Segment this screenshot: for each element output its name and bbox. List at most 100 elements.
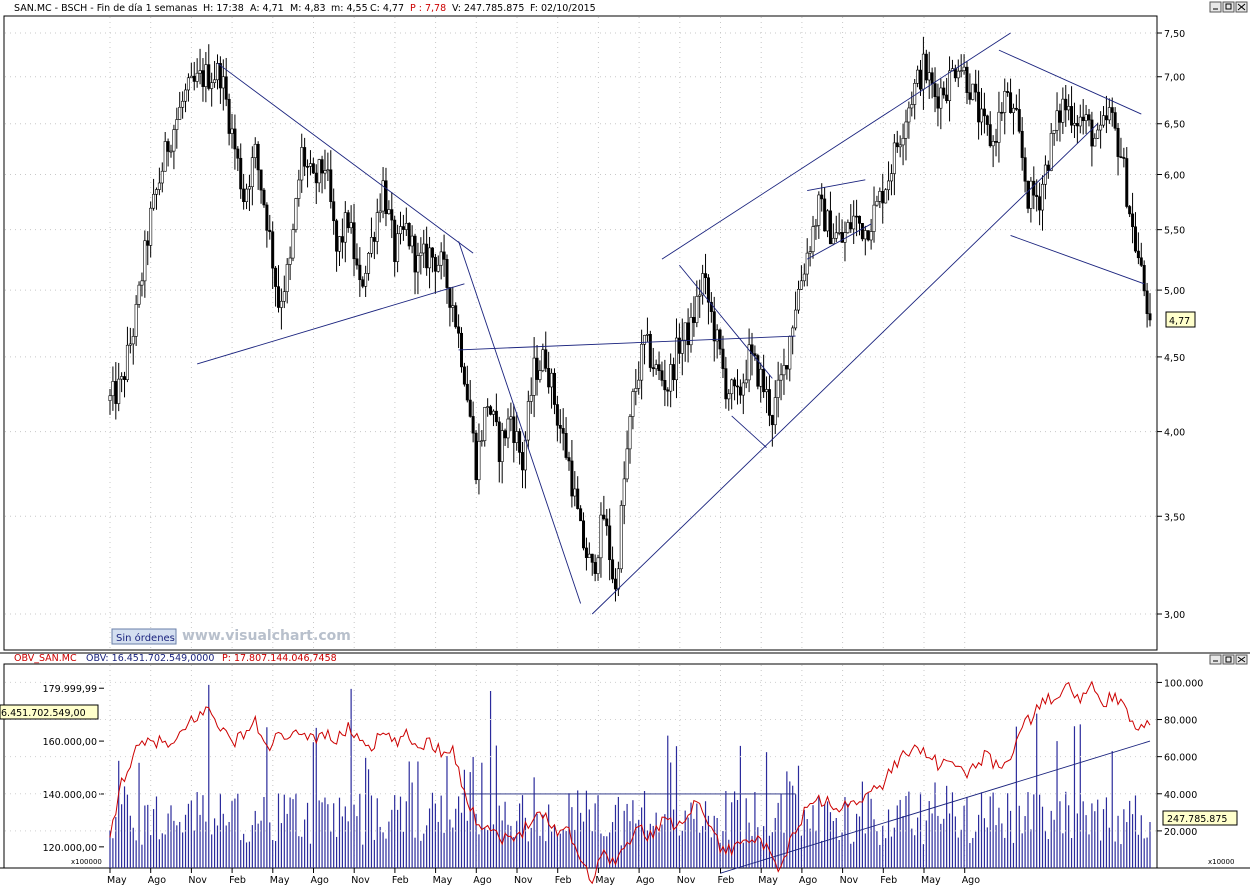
obv-window-buttons[interactable] (1209, 654, 1248, 665)
candle-body (509, 416, 513, 420)
candle-body (770, 415, 774, 426)
candle-body (759, 368, 763, 387)
candle-body (628, 416, 632, 450)
candle-body (933, 83, 937, 97)
maximize-button[interactable] (1222, 1, 1235, 13)
candle-body (680, 339, 684, 354)
candle-body (584, 547, 588, 558)
obv-right-tick-label: 80.000 (1164, 716, 1197, 727)
candle-body (823, 198, 827, 232)
price-trendline (217, 62, 474, 254)
minimize-button[interactable] (1209, 1, 1222, 13)
price-trendline (458, 241, 582, 604)
candle-body (820, 194, 824, 200)
candle-body (965, 66, 969, 93)
price-window-buttons[interactable] (1209, 1, 1248, 13)
candle-body (146, 240, 150, 246)
candle-body (1049, 133, 1053, 171)
candle-body (166, 141, 170, 152)
candle-body (1093, 137, 1097, 147)
sin-ordenes-button[interactable] (111, 628, 177, 645)
candle-body (503, 430, 507, 439)
candle-body (587, 553, 591, 558)
candle-body (727, 393, 731, 400)
candle-body (396, 233, 400, 262)
candle-body (352, 222, 356, 260)
candle-body (274, 267, 278, 287)
volume-bars (109, 684, 1151, 868)
candle-body (959, 70, 963, 72)
x-tick-label: Feb (392, 875, 409, 886)
candle-body (846, 222, 850, 233)
candle-body (294, 198, 298, 230)
candle-body (735, 385, 739, 388)
candle-body (889, 173, 893, 182)
candle-body (901, 137, 905, 146)
candle-body (1078, 116, 1082, 127)
candle-body (207, 64, 211, 89)
candle-body (535, 357, 539, 380)
candle-body (518, 431, 522, 453)
candle-body (134, 304, 138, 337)
candle-body (974, 83, 978, 93)
candle-body (930, 72, 934, 84)
candle-body (213, 79, 217, 83)
obv-maximize-button[interactable] (1222, 654, 1235, 665)
obv-close-icon (1237, 656, 1246, 663)
candle-body (613, 578, 617, 590)
candle-body (796, 288, 800, 311)
candle-body (1052, 129, 1056, 134)
candle-body (1116, 127, 1120, 157)
candle-body (721, 348, 725, 369)
candle-body (660, 370, 664, 381)
candle-body (471, 416, 475, 434)
candle-body (491, 410, 495, 415)
candle-body (343, 212, 347, 243)
candle-body (320, 159, 324, 174)
candle-body (445, 259, 449, 288)
candle-body (936, 96, 940, 109)
obv-right-value-box (1162, 810, 1238, 826)
candle-body (218, 63, 222, 89)
candle-body (887, 180, 891, 191)
candle-body (358, 264, 362, 281)
x-tick-label: Ago (962, 875, 981, 886)
candle-body (404, 223, 408, 230)
candle-body (672, 364, 676, 381)
candle-body (1011, 107, 1015, 113)
candle-body (381, 180, 385, 212)
candle-body (329, 169, 333, 202)
candle-body (462, 366, 466, 385)
obv-minimize-button[interactable] (1209, 654, 1222, 665)
candle-body (884, 189, 888, 204)
candle-body (367, 253, 371, 274)
candle-body (1102, 115, 1106, 126)
candle-body (857, 215, 861, 224)
candle-body (776, 379, 780, 398)
candle-body (375, 212, 379, 242)
x-tick-label: Feb (229, 875, 246, 886)
candle-body (945, 94, 949, 101)
candle-body (651, 367, 655, 370)
candle-body (181, 100, 185, 108)
obv-left-tick-label: 179.999,99 (43, 684, 97, 695)
candle-body (1107, 107, 1111, 121)
candle-body (416, 255, 420, 273)
candle-body (326, 169, 330, 172)
candle-body (767, 389, 771, 416)
candle-body (1009, 92, 1013, 113)
candle-body (898, 144, 902, 148)
candle-body (494, 410, 498, 423)
candle-body (596, 557, 600, 574)
candle-body (140, 280, 144, 286)
candle-body (1017, 109, 1021, 132)
price-trendline (807, 179, 866, 191)
obv-right-tick-label: 40.000 (1164, 790, 1197, 801)
candle-body (1096, 129, 1100, 139)
obv-axes: 179.999,99 160.000,00 140.000,00 120.000,00… (5, 678, 1203, 854)
candle-body (953, 68, 957, 79)
candle-body (730, 379, 734, 395)
candle-body (143, 240, 147, 282)
x-tick-label: Ago (311, 875, 330, 886)
candle-body (1133, 226, 1137, 252)
